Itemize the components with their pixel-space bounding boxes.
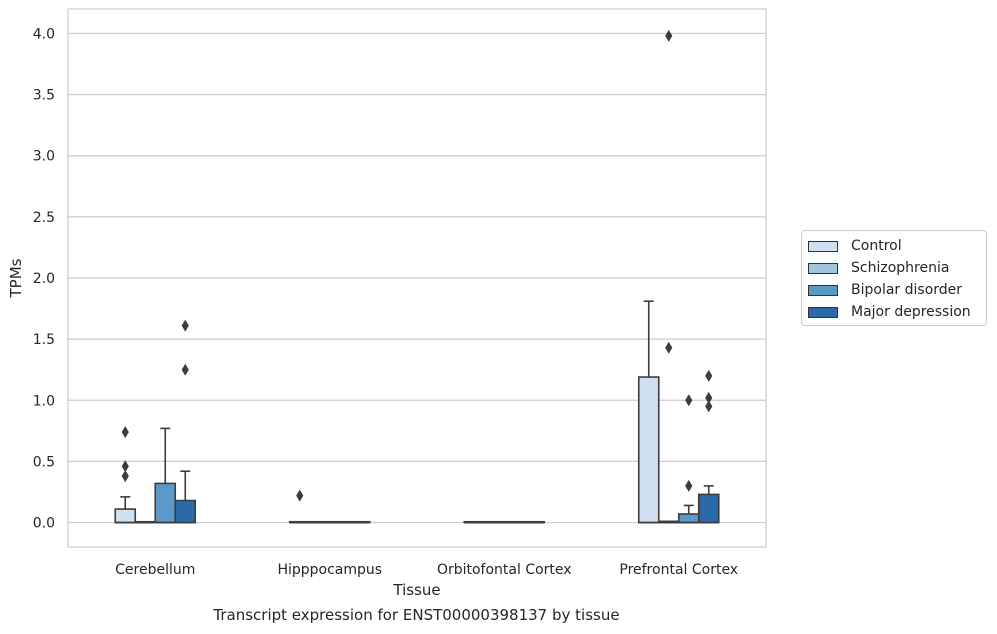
x-tick-label: Cerebellum xyxy=(115,562,195,578)
series-major-depression xyxy=(174,319,720,524)
legend-swatch-bipolar-disorder xyxy=(808,284,838,296)
y-tick-label: 4.0 xyxy=(33,26,55,42)
box xyxy=(637,376,660,524)
box xyxy=(174,499,197,524)
outlier-point xyxy=(665,341,673,354)
legend-label-major-depression: Major depression xyxy=(851,304,971,320)
box-series xyxy=(114,29,720,524)
y-tick-label: 3.5 xyxy=(33,88,55,104)
box xyxy=(154,482,177,524)
y-tick-label: 1.0 xyxy=(33,393,55,409)
legend-swatch-schizophrenia xyxy=(808,262,838,274)
outlier-point xyxy=(121,426,129,439)
x-axis-label: Tissue xyxy=(392,581,440,599)
y-tick-label: 3.0 xyxy=(33,149,55,165)
series-bipolar-disorder xyxy=(154,394,700,524)
outlier-point xyxy=(705,369,713,382)
legend-swatch-major-depression xyxy=(808,306,838,318)
outlier-point xyxy=(685,394,693,407)
outlier-point xyxy=(685,479,693,492)
x-tick-label: Orbitofontal Cortex xyxy=(437,562,572,578)
outlier-point xyxy=(181,319,189,332)
y-axis-ticks: 0.0 0.5 1.0 1.5 2.0 2.5 3.0 3.5 4.0 xyxy=(33,26,55,531)
y-tick-label: 1.5 xyxy=(33,332,55,348)
y-tick-label: 2.5 xyxy=(33,210,55,226)
x-axis-ticks: Cerebellum Hipppocampus Orbitofontal Corte… xyxy=(115,562,738,578)
chart-caption: Transcript expression for ENST0000039813… xyxy=(213,606,620,624)
box xyxy=(697,493,720,524)
x-tick-label: Prefrontal Cortex xyxy=(619,562,738,578)
legend: Control Schizophrenia Bipolar disorder M… xyxy=(801,230,987,326)
legend-swatch-control xyxy=(808,240,838,252)
legend-item-bipolar-disorder: Bipolar disorder xyxy=(808,280,962,300)
legend-item-schizophrenia: Schizophrenia xyxy=(808,258,949,278)
legend-item-control: Control xyxy=(808,236,902,256)
outlier-point xyxy=(181,363,189,376)
gridlines xyxy=(68,32,766,524)
box xyxy=(677,513,700,524)
y-tick-label: 2.0 xyxy=(33,271,55,287)
box xyxy=(114,508,137,524)
series-schizophrenia xyxy=(134,29,680,524)
outlier-point xyxy=(121,470,129,483)
series-control xyxy=(114,300,660,524)
x-tick-label: Hipppocampus xyxy=(277,562,382,578)
y-tick-label: 0.5 xyxy=(33,454,55,470)
outlier-point xyxy=(121,460,129,473)
outlier-point xyxy=(705,391,713,404)
legend-label-control: Control xyxy=(851,238,902,254)
y-tick-label: 0.0 xyxy=(33,516,55,532)
legend-label-bipolar-disorder: Bipolar disorder xyxy=(851,282,963,298)
y-axis-label: TPMs xyxy=(7,258,25,298)
outlier-point xyxy=(665,29,673,42)
legend-item-major-depression: Major depression xyxy=(808,302,971,322)
legend-label-schizophrenia: Schizophrenia xyxy=(851,260,950,276)
outlier-point xyxy=(296,489,304,502)
plot-area-frame xyxy=(67,8,767,548)
outlier-point xyxy=(705,400,713,413)
